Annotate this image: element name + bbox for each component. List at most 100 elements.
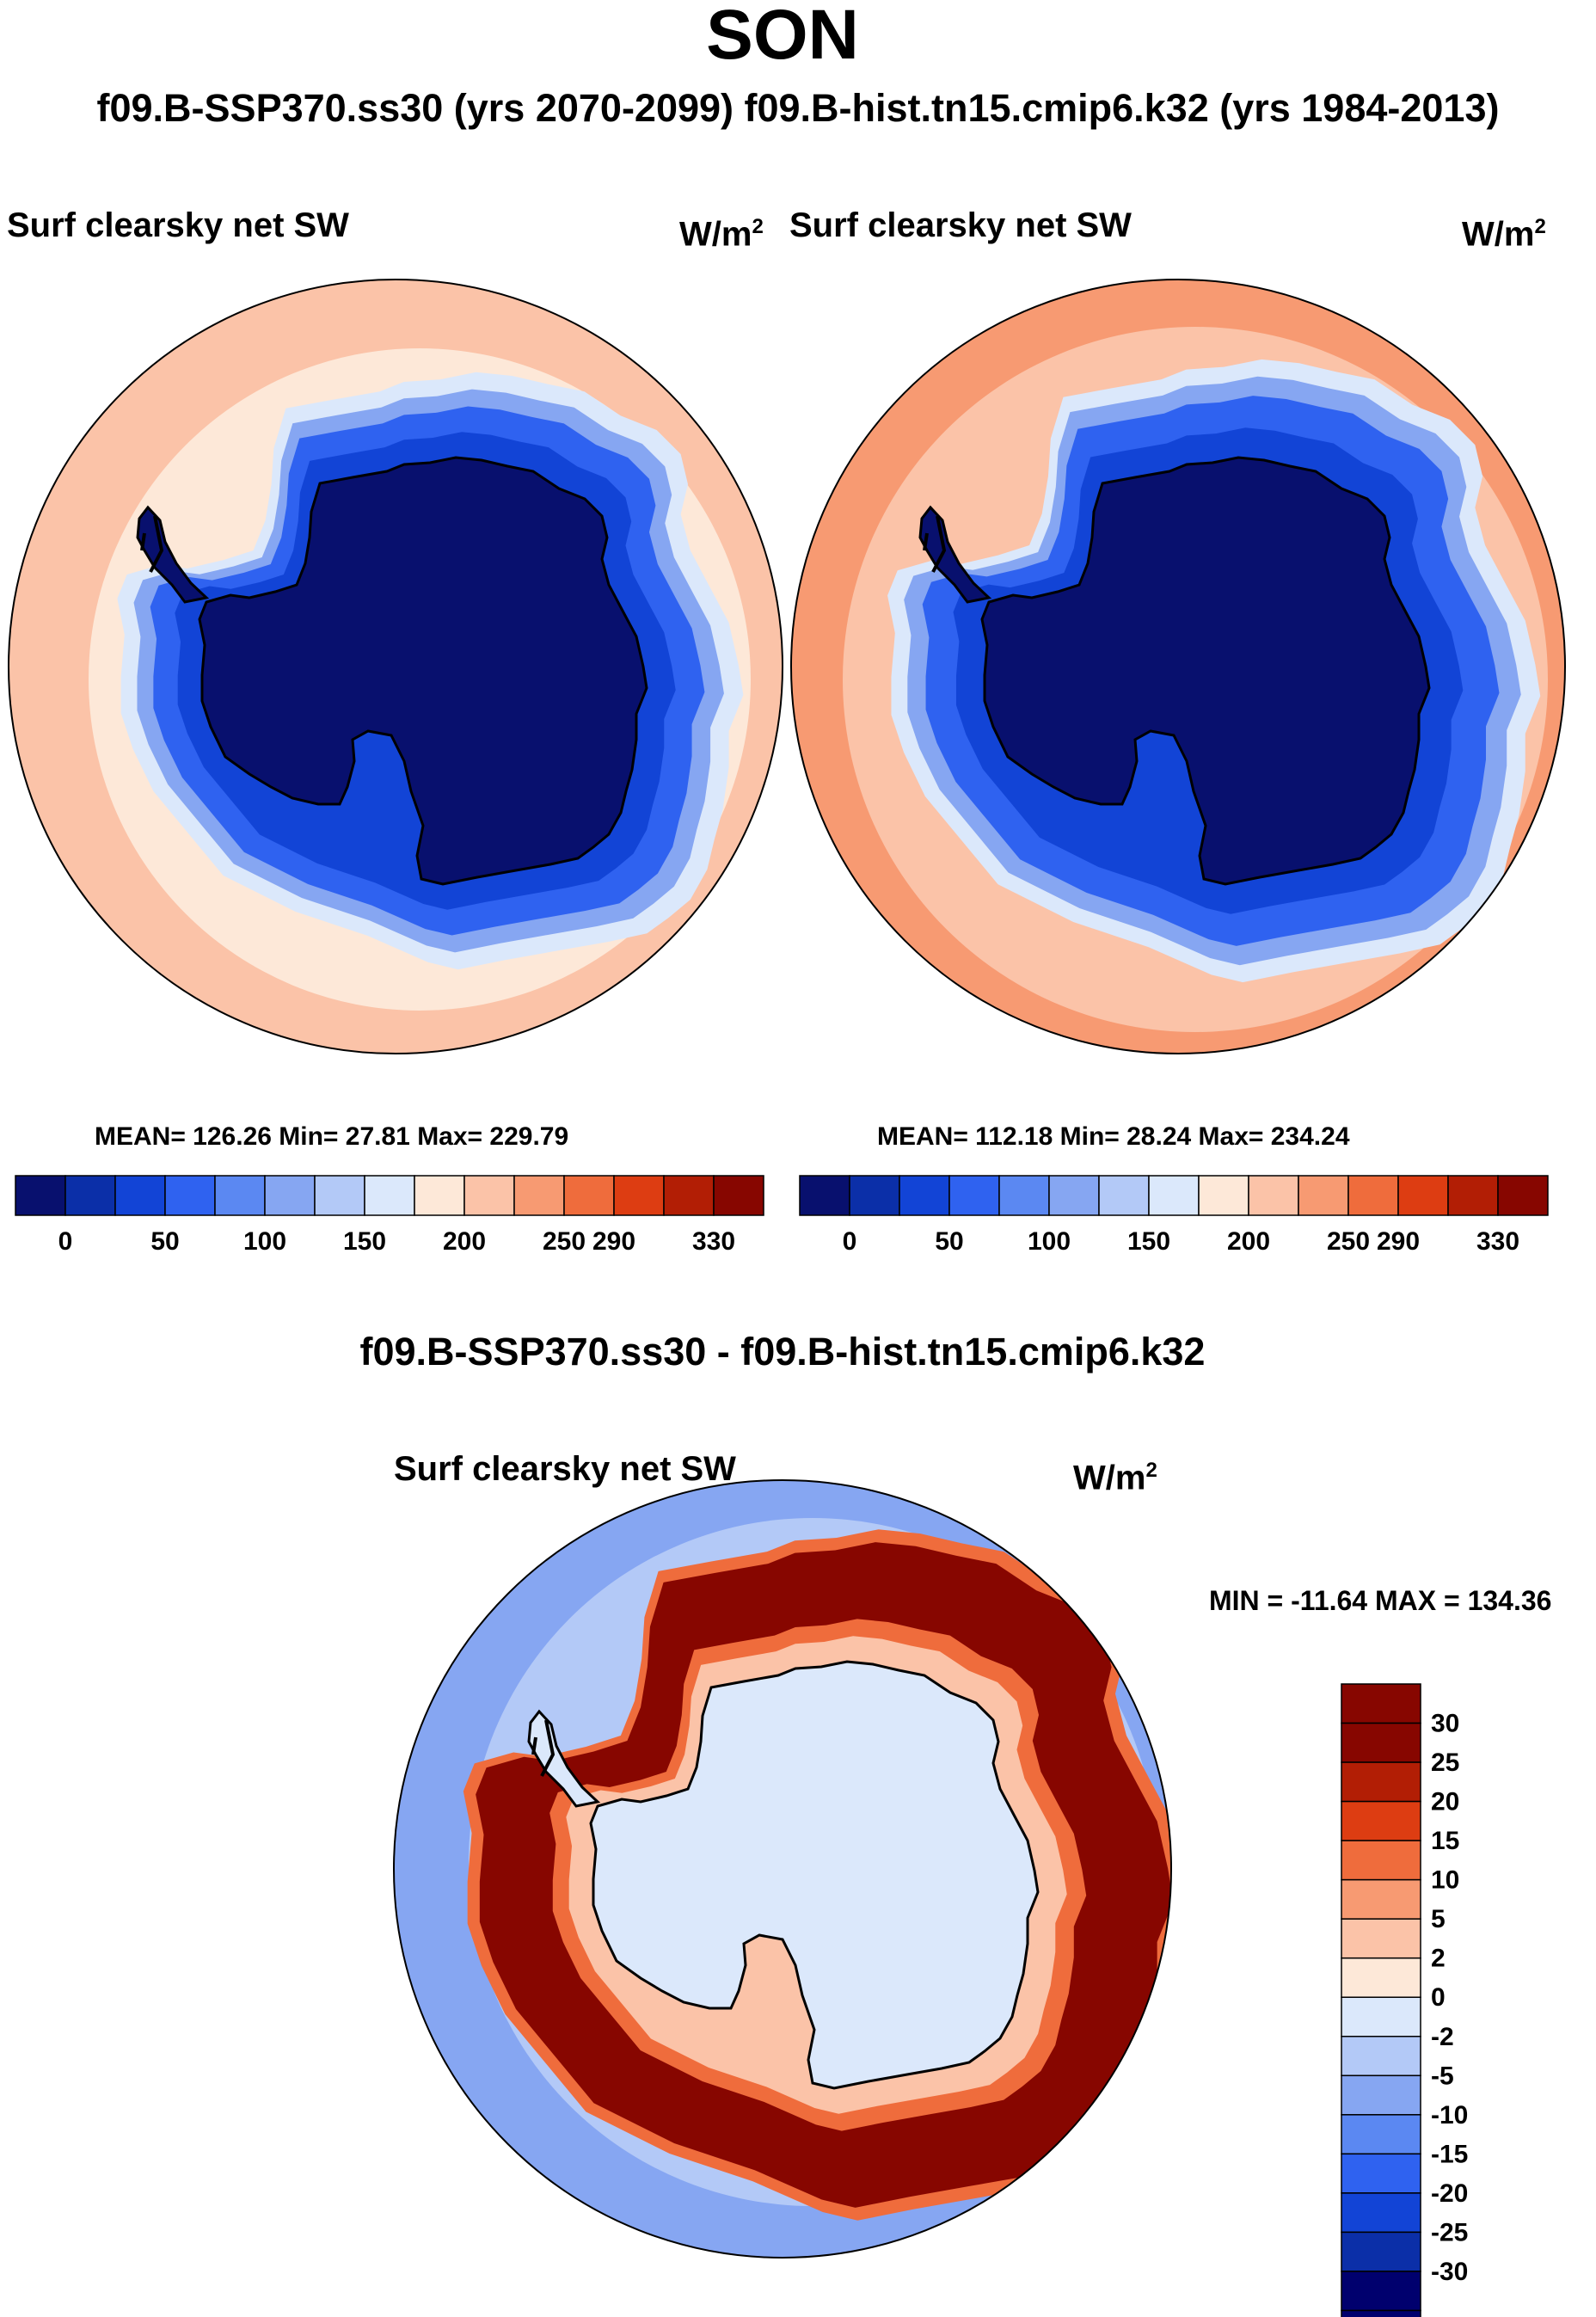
diff-colorbar-swatch [1341,2036,1421,2077]
diff-colorbar-tick-label: -2 [1431,2023,1454,2051]
panel2-colorbar-swatch [1397,1175,1449,1216]
diff-colorbar-tick-label: -5 [1431,2062,1454,2090]
diff-colorbar-tick-label: 20 [1431,1788,1459,1816]
panel1-colorbar-swatch [513,1175,565,1216]
panel1-colorbar-swatch [114,1175,166,1216]
panel2-colorbar-swatch [1198,1175,1249,1216]
panel2-colorbar-tick-label: 330 [1476,1227,1519,1256]
panel1-islands [140,515,164,573]
panel2-colorbar-swatch [799,1175,850,1216]
panel2-colorbar-swatch [1048,1175,1100,1216]
diff-minmax-label: MIN = -11.64 MAX = 134.36 [1209,1585,1552,1616]
diff-colorbar-tick-label: 25 [1431,1749,1459,1777]
panel1-map [9,280,783,1054]
diff-colorbar-swatch [1341,1840,1421,1881]
panel1-colorbar-tick-label: 250 [543,1227,586,1256]
panel2-colorbar-swatch [1298,1175,1349,1216]
panel1-colorbar-tick-label: 50 [150,1227,179,1256]
diff-colorbar-swatch [1341,1761,1421,1803]
panel1-map-border [8,279,783,1054]
panel1-colorbar-tick-label: 200 [443,1227,486,1256]
panel2-colorbar-tick-label: 290 [1377,1227,1420,1256]
difference-title: f09.B-SSP370.ss30 - f09.B-hist.tn15.cmip… [359,1330,1206,1374]
panel2-colorbar-tick-label: 0 [843,1227,857,1256]
panel1-colorbar-swatch [563,1175,615,1216]
panel2-map [791,280,1565,1054]
panel2-colorbar-swatch [1248,1175,1299,1216]
panel2-map-border [790,279,1566,1054]
panel1-colorbar-swatch [364,1175,415,1216]
diff-colorbar-swatch [1341,2114,1421,2155]
panel2-units: W/m2 [1462,215,1546,254]
panel1-colorbar-swatch [264,1175,316,1216]
panel2-colorbar-swatch [899,1175,950,1216]
panel2-stats: MEAN= 112.18 Min= 28.24 Max= 234.24 [877,1122,1350,1151]
panel2-colorbar-swatch [849,1175,900,1216]
panel1-stats: MEAN= 126.26 Min= 27.81 Max= 229.79 [95,1122,569,1151]
diff-colorbar-swatch [1341,2309,1421,2317]
panel1-colorbar-swatch [64,1175,116,1216]
diff-colorbar-tick-label: 30 [1431,1710,1459,1738]
panel1-colorbar-swatch [164,1175,216,1216]
diff-colorbar-swatch [1341,2153,1421,2194]
diff-colorbar-tick-label: -30 [1431,2258,1468,2286]
panel1-colorbar-tick-label: 0 [58,1227,73,1256]
panel2-colorbar-swatch [1148,1175,1200,1216]
panel1-colorbar-swatch [613,1175,665,1216]
diff-colorbar-swatch [1341,1722,1421,1763]
diff-colorbar-swatch [1341,2074,1421,2116]
diff-colorbar-swatch [1341,1683,1421,1724]
diff-colorbar-tick-label: 2 [1431,1945,1446,1973]
panel1-colorbar-tick-label: 330 [692,1227,735,1256]
diff-colorbar-swatch [1341,1878,1421,1920]
panel1-colorbar-swatch [463,1175,515,1216]
panel2-colorbar-tick-label: 150 [1127,1227,1170,1256]
panel2-colorbar-swatch [1447,1175,1499,1216]
diff-colorbar-tick-label: 0 [1431,1983,1446,2012]
panel2-colorbar-tick-label: 200 [1227,1227,1270,1256]
diff-colorbar-tick-label: 15 [1431,1827,1459,1855]
diff-islands [531,1719,556,1777]
diff-units: W/m2 [1073,1459,1157,1497]
panel1-colorbar-tick-label: 150 [343,1227,386,1256]
diff-colorbar-swatch [1341,1996,1421,2037]
panel2-colorbar: 0 50 100 150 200 250 290 330 [799,1175,1549,1256]
panel2-colorbar-swatch [1497,1175,1549,1216]
diff-colorbar-swatch [1341,1918,1421,1959]
diff-variable-label: Surf clearsky net SW [394,1450,736,1488]
panel1-variable-label: Surf clearsky net SW [7,206,349,244]
diff-colorbar-tick-label: -25 [1431,2218,1468,2246]
diff-colorbar-tick-label: -20 [1431,2179,1468,2208]
panel1-colorbar: 0 50 100 150 200 250 290 330 [15,1175,764,1256]
panel2-colorbar-tick-label: 100 [1028,1227,1071,1256]
panel2-islands [923,515,947,573]
diff-map-border [393,1479,1172,2259]
diff-colorbar-swatch [1341,1800,1421,1841]
panel1-units: W/m2 [679,215,764,254]
diff-map [394,1480,1171,2258]
panel2-colorbar-swatch [998,1175,1050,1216]
diff-colorbar-tick-label: 10 [1431,1866,1459,1895]
panel2-colorbar-tick-label: 250 [1327,1227,1370,1256]
panel1-colorbar-swatch [663,1175,715,1216]
diff-colorbar-swatch [1341,2271,1421,2312]
panel2-colorbar-swatch [948,1175,1000,1216]
panel1-colorbar-swatch [314,1175,365,1216]
diff-colorbar-swatch [1341,2192,1421,2234]
season-title: SON [706,0,859,74]
diff-colorbar-tick-label: 5 [1431,1905,1446,1933]
panel1-colorbar-swatch [414,1175,465,1216]
case-pair-title: f09.B-SSP370.ss30 (yrs 2070-2099) f09.B-… [96,86,1500,130]
panel1-colorbar-swatch [214,1175,266,1216]
panel2-variable-label: Surf clearsky net SW [789,206,1132,244]
diff-colorbar-tick-label: -15 [1431,2140,1468,2168]
panel2-colorbar-swatch [1347,1175,1399,1216]
panel2-colorbar-tick-label: 50 [935,1227,963,1256]
diff-colorbar-tick-label: -10 [1431,2101,1468,2130]
diff-colorbar-swatch [1341,2231,1421,2272]
panel1-colorbar-swatch [15,1175,66,1216]
panel1-colorbar-swatch [713,1175,764,1216]
panel1-colorbar-tick-label: 100 [243,1227,286,1256]
